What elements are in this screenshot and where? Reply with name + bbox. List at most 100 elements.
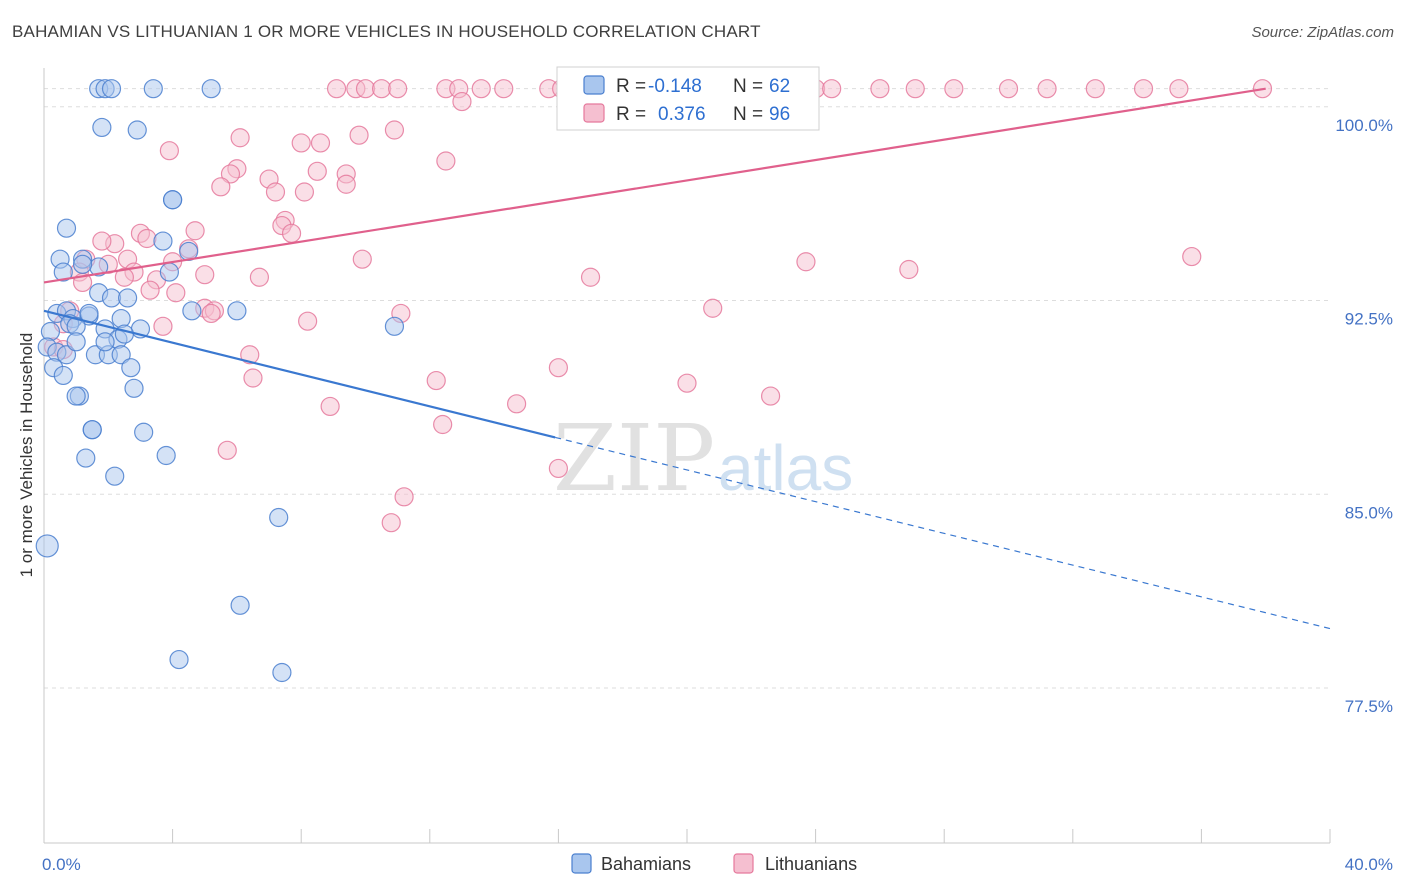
bahamians-point [53, 365, 73, 386]
lithuanians-point [211, 177, 231, 197]
bahamians-point [127, 120, 147, 140]
lithuanians-point [298, 311, 318, 331]
lithuanians-point [760, 386, 781, 406]
x-tick-min: 0.0% [42, 855, 81, 874]
legend-bahamians-swatch [571, 853, 592, 874]
bahamians-point [143, 79, 163, 99]
y-tick-label: 77.5% [1345, 697, 1393, 716]
y-tick-label: 92.5% [1345, 310, 1393, 329]
bahamians-point [124, 378, 144, 398]
x-minor-ticks [43, 829, 1331, 843]
bahamians-point [114, 324, 134, 344]
bahamians-point [163, 190, 183, 210]
bahamians-point [111, 345, 131, 365]
bahamians-point [72, 254, 93, 274]
bahamians-point [272, 662, 292, 683]
lithuanians-point [355, 79, 376, 99]
y-tick-label: 85.0% [1345, 503, 1393, 522]
lithuanians-point [114, 267, 134, 287]
bahamians-point [156, 445, 176, 466]
stats-blue-swatch [583, 75, 605, 95]
lithuanians-point [153, 316, 173, 336]
lithuanians-point [230, 128, 250, 148]
stats-box: R = -0.148 N = 62 R = 0.376 N = 96 [556, 66, 820, 131]
lithuanians-point [249, 267, 270, 287]
bahamians-point [56, 345, 77, 365]
lithuanians-point [394, 487, 414, 507]
lithuanians-point [548, 358, 569, 378]
bahamians-point [35, 534, 59, 558]
bahamians-point [101, 79, 122, 99]
legend-lithuanians-swatch [733, 853, 754, 874]
y-axis-title: 1 or more Vehicles in Household [17, 333, 36, 578]
bahamians-point [76, 448, 96, 468]
watermark-zip: ZIP [553, 405, 715, 512]
lithuanians-point [185, 221, 205, 241]
y-tick-label: 100.0% [1335, 116, 1393, 135]
lithuanians-point [1085, 79, 1105, 99]
lithuanians-point [92, 231, 112, 251]
lithuanians-point [1182, 246, 1202, 267]
lithuanians-point [452, 91, 472, 112]
lithuanians-point [217, 440, 237, 460]
bahamians-point [269, 507, 289, 528]
lithuanians-point [796, 252, 816, 272]
lithuanians-point [320, 396, 340, 417]
stats-blue-n-value: 62 [769, 76, 790, 97]
lithuanians-point [352, 249, 372, 269]
lithuanians-trend-line [43, 87, 1266, 284]
bahamians-point [66, 332, 86, 352]
bahamians-point [40, 321, 61, 342]
lithuanians-point [822, 79, 842, 99]
lithuanians-point [243, 368, 263, 388]
stats-pink-n-label: N = [733, 104, 763, 125]
lithuanians-point [471, 79, 491, 99]
lithuanians-point [998, 79, 1019, 99]
bahamians-point [153, 231, 173, 251]
lithuanians-point [310, 133, 331, 153]
lithuanians-point [371, 79, 392, 99]
lithuanians-point [281, 223, 302, 243]
lithuanians-point [1037, 79, 1057, 99]
bahamian-points [35, 79, 405, 683]
lithuanians-point [381, 513, 401, 533]
bahamians-point [201, 79, 221, 99]
lithuanians-point [137, 228, 157, 249]
lithuanians-point [201, 303, 221, 324]
lithuanians-point [580, 267, 601, 287]
lithuanians-point [436, 151, 456, 171]
bahamians-point [134, 422, 154, 442]
legend-lithuanians-label: Lithuanians [765, 854, 857, 874]
lithuanians-point [1169, 79, 1189, 99]
bahamians-point [82, 420, 102, 440]
y-tick-labels: 100.0% 92.5% 85.0% 77.5% [1335, 116, 1393, 716]
bahamians-trend-extension [555, 436, 1331, 630]
stats-blue-r-value: -0.148 [648, 76, 702, 97]
lithuanians-point [140, 280, 160, 300]
bahamians-point [111, 308, 131, 329]
lithuanians-point [388, 79, 408, 99]
trend-lines [43, 87, 1331, 630]
lithuanians-point [1133, 79, 1154, 99]
lithuanians-point [291, 133, 311, 153]
lithuanians-point [870, 79, 890, 99]
lithuanians-point [905, 79, 925, 99]
watermark-atlas: atlas [718, 432, 853, 504]
lithuanians-point [265, 182, 286, 202]
lithuanians-point [195, 265, 215, 285]
lithuanians-point [426, 370, 446, 391]
bottom-legend: Bahamians Lithuanians [571, 853, 857, 874]
bahamians-point [101, 288, 122, 308]
chart-source: Source: ZipAtlas.com [1251, 24, 1394, 41]
bahamians-point [53, 262, 73, 282]
bahamians-point [66, 386, 86, 406]
bahamians-point [169, 649, 189, 670]
lithuanians-point [159, 141, 179, 161]
bahamians-point [182, 301, 202, 321]
legend-bahamians-label: Bahamians [601, 854, 691, 874]
stats-blue-n-label: N = [733, 76, 763, 97]
lithuanians-point [349, 125, 369, 145]
stats-pink-r-label: R = [616, 104, 646, 125]
stats-blue-r-label: R = [616, 76, 646, 97]
